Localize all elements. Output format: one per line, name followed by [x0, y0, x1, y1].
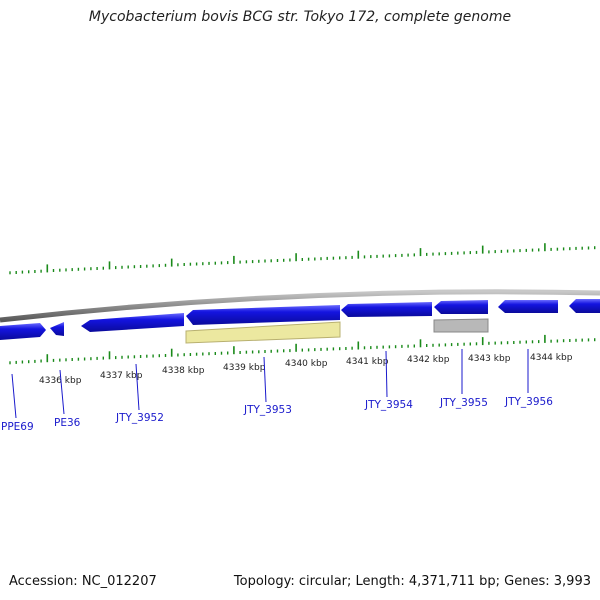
scale-label: 4337 kbp: [100, 371, 143, 381]
gene-labels: PPE69 PE36 JTY_3952 JTY_3953 JTY_3954 JT…: [1, 396, 553, 433]
gene-arrow-jty3952[interactable]: [81, 313, 184, 332]
gene-arrow-ppe69[interactable]: [0, 323, 46, 340]
gene-arrow-jty3953[interactable]: [186, 305, 340, 325]
leader-line-pe36: [59, 369, 65, 415]
gene-leader-lines: [11, 349, 529, 419]
gene-label-jty3955[interactable]: JTY_3955: [439, 397, 488, 409]
gene-arrow-jty3954[interactable]: [341, 302, 432, 317]
scale-label: 4339 kbp: [223, 363, 266, 373]
scale-label: 4336 kbp: [39, 376, 82, 386]
scale-label: 4341 kbp: [346, 357, 389, 367]
map-title: Mycobacterium bovis BCG str. Tokyo 172, …: [88, 9, 512, 25]
gene-track: [0, 299, 600, 340]
gene-label-jty3956[interactable]: JTY_3956: [504, 396, 553, 408]
upper-tick-ring: [9, 243, 596, 275]
scale-label: 4338 kbp: [162, 366, 205, 376]
leader-line-jty3954: [385, 350, 388, 398]
gene-arrow-jty3955[interactable]: [434, 300, 488, 314]
gene-label-jty3954[interactable]: JTY_3954: [364, 399, 413, 411]
gene-arrow-next[interactable]: [569, 299, 600, 313]
leader-line-ppe69: [11, 373, 17, 419]
scale-label: 4340 kbp: [285, 359, 328, 369]
genome-summary-text: Topology: circular; Length: 4,371,711 bp…: [233, 574, 591, 589]
accession-text: Accession: NC_012207: [9, 574, 157, 589]
leader-line-jty3952: [135, 363, 140, 411]
feature-highlight-yellow[interactable]: [185, 321, 341, 344]
gene-arrow-jty3956[interactable]: [498, 300, 558, 313]
gene-label-jty3952[interactable]: JTY_3952: [115, 412, 164, 424]
gene-label-pe36[interactable]: PE36: [54, 417, 81, 429]
scale-labels: 4336 kbp 4337 kbp 4338 kbp 4339 kbp 4340…: [39, 353, 573, 386]
scale-label: 4344 kbp: [530, 353, 573, 363]
scale-label: 4343 kbp: [468, 354, 511, 364]
lower-tick-ring: [9, 334, 596, 365]
feature-grey-block[interactable]: [433, 318, 489, 333]
scale-label: 4342 kbp: [407, 355, 450, 365]
gene-arrow-pe36[interactable]: [50, 322, 64, 336]
leader-line-jty3953: [263, 356, 267, 403]
genome-backbone: [0, 289, 600, 323]
gene-label-ppe69[interactable]: PPE69: [1, 421, 34, 433]
gene-label-jty3953[interactable]: JTY_3953: [243, 404, 292, 416]
